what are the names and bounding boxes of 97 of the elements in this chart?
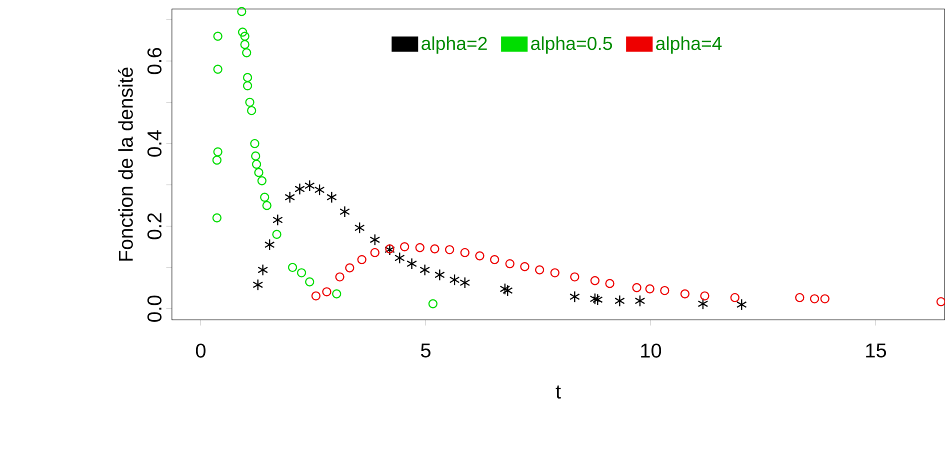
x-tick-label: 15 [866, 344, 886, 358]
point [264, 238, 275, 251]
point [345, 263, 354, 273]
point [460, 248, 470, 258]
point [296, 268, 306, 278]
legend-label: alpha=2 [422, 36, 487, 54]
point [254, 168, 264, 178]
y-tick-label: 0.0 [147, 296, 162, 322]
point [314, 184, 325, 196]
point [252, 160, 262, 169]
point [332, 289, 342, 299]
point [370, 248, 380, 258]
point [262, 201, 272, 210]
point [502, 284, 513, 297]
point [304, 180, 315, 192]
point [936, 297, 945, 306]
point [250, 139, 260, 148]
point [590, 276, 600, 286]
legend-label: alpha=0.5 [531, 36, 612, 54]
point [322, 287, 332, 296]
point [394, 252, 405, 264]
point [237, 6, 246, 16]
point [257, 176, 267, 186]
point [520, 262, 530, 272]
x-tick-label: 0 [196, 344, 206, 358]
point [213, 32, 222, 41]
point [645, 284, 654, 294]
point [634, 295, 646, 307]
point [420, 264, 430, 276]
point [490, 255, 500, 264]
point [284, 191, 296, 204]
point [260, 192, 270, 202]
y-tick-label: 0.6 [147, 48, 162, 74]
point [415, 243, 424, 252]
point [213, 64, 222, 74]
x-tick-label: 5 [420, 344, 430, 358]
point [505, 259, 514, 268]
point [294, 183, 305, 196]
point [357, 255, 366, 264]
point [240, 40, 250, 50]
point [614, 295, 625, 307]
point [730, 293, 740, 302]
point [311, 291, 321, 301]
point [736, 298, 747, 311]
point [592, 294, 603, 306]
y-tick-label: 0.4 [147, 130, 162, 157]
point [475, 251, 484, 261]
point [212, 156, 222, 165]
point [246, 106, 256, 116]
point [570, 272, 580, 282]
point [242, 81, 252, 90]
point [370, 234, 380, 246]
point [700, 291, 710, 301]
point [406, 258, 418, 270]
point [444, 245, 454, 254]
point [305, 277, 314, 287]
point [213, 147, 222, 157]
point [605, 279, 614, 288]
point [242, 73, 252, 82]
point [810, 294, 820, 304]
point [335, 272, 344, 282]
point [820, 294, 830, 304]
point [252, 278, 264, 291]
x-tick-label: 10 [641, 344, 662, 358]
point [430, 244, 440, 254]
point [400, 242, 410, 252]
point [288, 262, 298, 272]
point [212, 213, 222, 223]
point [680, 289, 690, 299]
y-tick-label: 0.2 [147, 213, 162, 240]
x-axis-title: t [556, 386, 561, 399]
point [245, 98, 254, 107]
point [632, 283, 642, 292]
point [354, 222, 365, 234]
point [434, 269, 445, 281]
point [272, 214, 283, 226]
point [460, 276, 470, 289]
point [326, 191, 337, 204]
point [534, 265, 544, 275]
point [272, 230, 282, 240]
point [242, 48, 252, 58]
legend-label: alpha=4 [656, 36, 722, 54]
point [590, 292, 600, 305]
y-axis-title: Fonction de la densité [118, 68, 133, 261]
point [550, 268, 560, 278]
point [240, 32, 250, 41]
point [238, 28, 248, 37]
point [569, 290, 580, 303]
point [500, 283, 510, 295]
point [660, 286, 670, 296]
point [698, 298, 708, 310]
point [428, 299, 438, 308]
point [795, 293, 804, 302]
point [251, 151, 260, 161]
point [449, 274, 460, 286]
point [340, 206, 350, 218]
point [258, 264, 268, 276]
